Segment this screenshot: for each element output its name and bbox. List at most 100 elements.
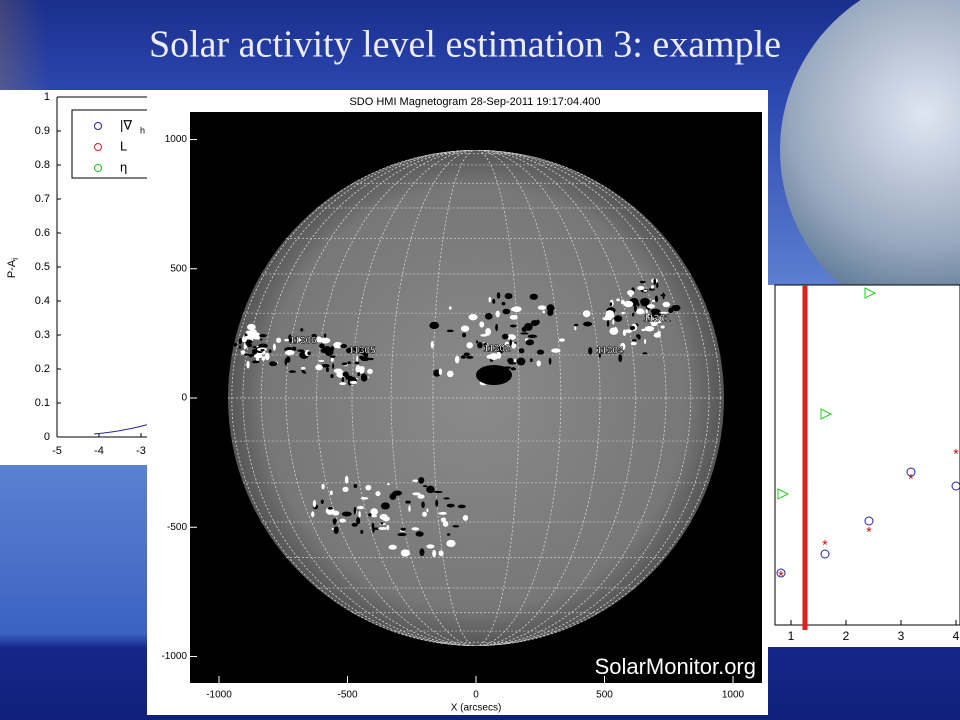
magnetic-feature xyxy=(241,336,247,343)
magnetic-feature xyxy=(356,355,359,363)
right-plot: * * * * * xyxy=(776,287,960,584)
magnetic-feature xyxy=(510,367,517,371)
magnetic-feature xyxy=(546,304,555,312)
magnetic-feature xyxy=(276,337,282,343)
magnetic-feature xyxy=(363,351,369,358)
magnetic-feature xyxy=(354,361,360,365)
magnetic-feature xyxy=(307,351,311,356)
magnetic-feature xyxy=(300,328,304,332)
magnetic-feature xyxy=(618,354,623,363)
magnetic-feature xyxy=(542,310,545,314)
magnetic-feature xyxy=(370,508,378,516)
magnetic-feature xyxy=(574,325,577,331)
magnetic-feature xyxy=(502,308,511,315)
magnetic-feature xyxy=(340,344,348,349)
magnetic-feature xyxy=(342,486,349,493)
magnetic-feature xyxy=(435,499,439,507)
x-tick-label: -1000 xyxy=(206,690,232,701)
magnetic-feature xyxy=(644,338,647,345)
magnetic-feature xyxy=(653,317,658,326)
marker xyxy=(820,549,830,559)
longitude-line xyxy=(231,150,721,646)
y-tick-label: 500 xyxy=(170,263,187,274)
magnetic-feature xyxy=(251,348,258,355)
magnetic-feature xyxy=(379,513,388,520)
magnetic-feature xyxy=(358,365,365,372)
magnetic-feature xyxy=(405,500,411,504)
magnetic-feature xyxy=(644,325,655,332)
magnetic-feature xyxy=(454,355,460,364)
magnetic-feature xyxy=(551,348,561,353)
magnetic-feature xyxy=(662,301,671,308)
magnetic-feature xyxy=(496,292,501,299)
magnetic-feature xyxy=(320,499,324,504)
y-tick-label: 0.4 xyxy=(35,295,50,307)
y-tick-label: 1 xyxy=(44,91,50,103)
magnetic-feature xyxy=(288,334,292,343)
magnetic-feature xyxy=(660,325,665,329)
magnetic-feature xyxy=(614,326,618,334)
magnetic-feature xyxy=(387,483,390,486)
disk-grid xyxy=(228,150,724,646)
magnetic-feature xyxy=(429,321,440,330)
region-label: 11305 xyxy=(348,346,376,357)
magnetic-feature xyxy=(329,490,333,496)
magnetic-feature xyxy=(400,549,410,557)
magnetic-feature xyxy=(516,360,520,363)
magnetic-feature xyxy=(423,485,428,488)
y-tick-label: 0.9 xyxy=(35,125,50,137)
y-axis-label: P-A xyxy=(6,259,18,278)
magnetic-feature xyxy=(513,358,517,363)
magnetic-feature xyxy=(268,349,272,353)
longitude-line xyxy=(260,150,692,646)
magnetic-feature xyxy=(412,492,421,496)
magnetic-feature xyxy=(302,371,307,374)
magnetic-feature xyxy=(426,485,435,494)
magnetic-feature xyxy=(400,527,406,531)
magnetic-feature xyxy=(253,353,263,359)
magnetic-feature xyxy=(300,366,306,370)
magnetic-feature xyxy=(558,338,565,342)
magnetic-feature xyxy=(245,343,253,348)
magnetic-feature xyxy=(496,351,502,359)
region-label: 11306 xyxy=(289,336,317,347)
magnetic-feature xyxy=(583,321,593,327)
x-tick-label: 0 xyxy=(473,690,479,701)
slide-title: Solar activity level estimation 3: examp… xyxy=(149,24,781,66)
marker xyxy=(820,408,833,420)
magnetic-feature xyxy=(671,304,681,311)
x-tick-label: -500 xyxy=(337,690,357,701)
magnetic-feature xyxy=(446,503,455,508)
y-axis-label: P-Ai xyxy=(6,258,20,278)
magnetic-feature xyxy=(651,309,661,318)
magnetic-feature xyxy=(260,348,265,352)
magnetic-feature xyxy=(315,364,323,371)
magnetic-feature xyxy=(506,334,516,341)
magnetic-feature xyxy=(332,363,335,369)
magnetic-feature xyxy=(397,533,407,537)
sunspot xyxy=(476,365,512,385)
y-tick-label: 1000 xyxy=(165,134,188,145)
magnetic-feature xyxy=(284,349,295,356)
y-tick-label: 0 xyxy=(181,393,187,404)
magnetic-feature xyxy=(480,333,488,337)
region-label: 11302 xyxy=(483,344,511,355)
magnetic-feature xyxy=(452,525,460,528)
magnetic-feature xyxy=(536,360,541,367)
magnetic-feature xyxy=(660,294,666,297)
magnetic-feature xyxy=(392,490,403,496)
y-tick-label: 0.7 xyxy=(35,193,50,205)
magnetic-feature xyxy=(360,496,369,500)
marker xyxy=(776,568,786,578)
magnetic-feature xyxy=(320,363,330,368)
magnetic-feature xyxy=(356,505,365,510)
magnetic-feature xyxy=(333,368,343,374)
magnetic-feature xyxy=(518,348,525,354)
magnetic-feature xyxy=(649,316,655,325)
magnetic-feature xyxy=(380,522,384,525)
magnetic-feature xyxy=(432,549,437,558)
magnetic-feature xyxy=(536,349,545,355)
magnetic-feature xyxy=(609,302,613,306)
longitude-line xyxy=(351,150,601,646)
